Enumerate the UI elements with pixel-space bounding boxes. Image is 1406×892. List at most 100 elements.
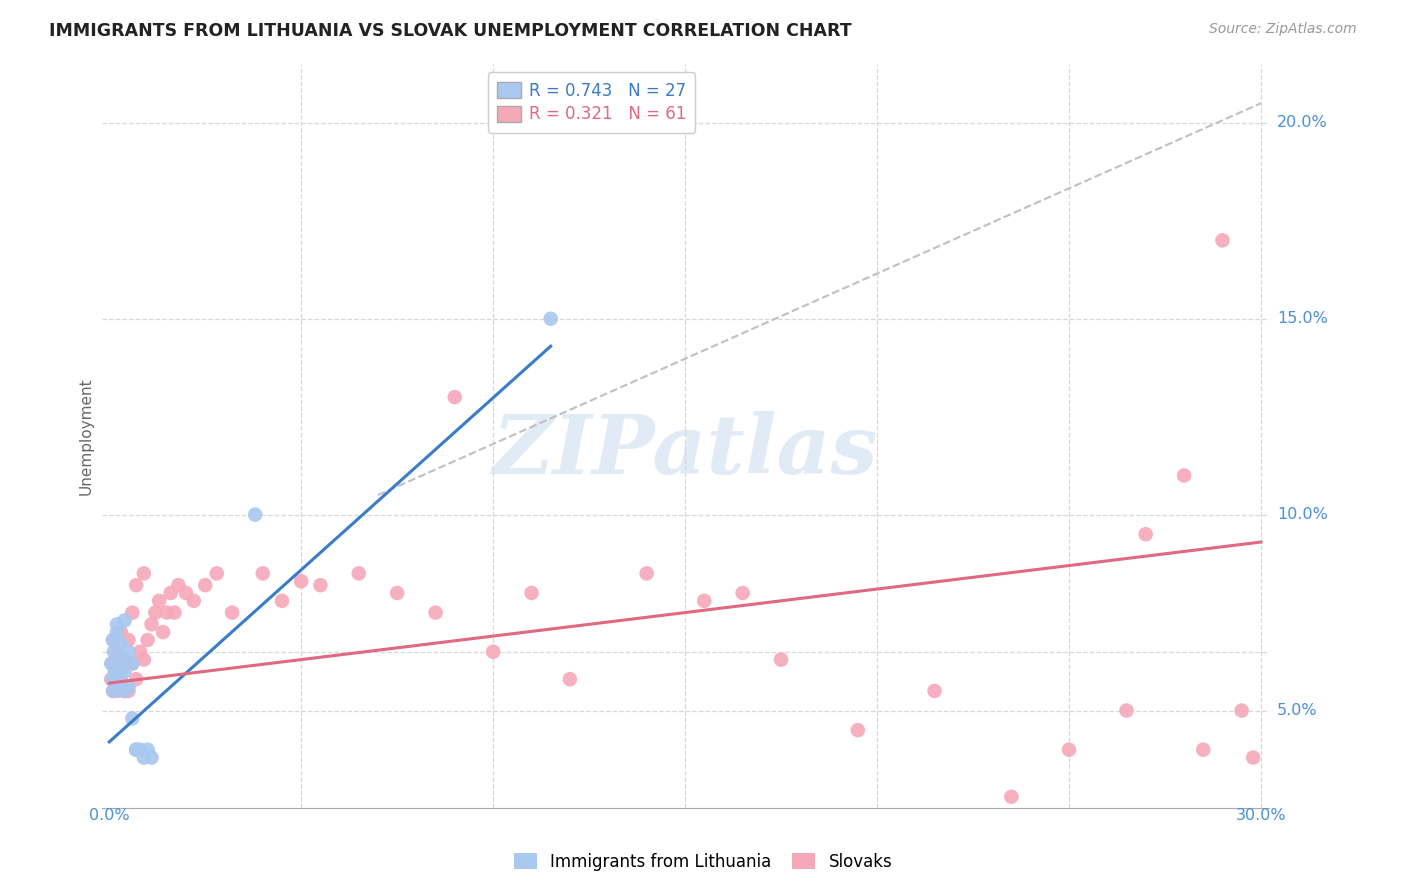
Point	[121, 606, 143, 620]
Legend: R = 0.743   N = 27, R = 0.321   N = 61: R = 0.743 N = 27, R = 0.321 N = 61	[488, 72, 696, 133]
Point	[1115, 704, 1137, 718]
Point	[117, 645, 139, 659]
Point	[243, 508, 266, 522]
Point	[117, 680, 139, 694]
Point	[205, 566, 228, 581]
Point	[271, 594, 294, 608]
Point	[174, 586, 197, 600]
Point	[309, 578, 332, 592]
Point	[693, 594, 716, 608]
Point	[1173, 468, 1195, 483]
Point	[183, 594, 205, 608]
Text: 10.0%: 10.0%	[1277, 508, 1327, 522]
Point	[117, 632, 139, 647]
Y-axis label: Unemployment: Unemployment	[79, 377, 93, 495]
Text: ZIPatlas: ZIPatlas	[492, 411, 877, 491]
Point	[100, 657, 122, 671]
Point	[167, 578, 190, 592]
Point	[121, 657, 143, 671]
Point	[101, 657, 124, 671]
Text: Source: ZipAtlas.com: Source: ZipAtlas.com	[1209, 22, 1357, 37]
Point	[110, 665, 132, 679]
Point	[156, 606, 179, 620]
Point	[347, 566, 370, 581]
Point	[194, 578, 217, 592]
Point	[163, 606, 186, 620]
Point	[482, 645, 505, 659]
Point	[1057, 742, 1080, 756]
Point	[105, 676, 128, 690]
Point	[425, 606, 447, 620]
Point	[125, 742, 148, 756]
Point	[846, 723, 869, 738]
Point	[125, 742, 148, 756]
Point	[129, 742, 152, 756]
Point	[105, 617, 128, 632]
Point	[1241, 750, 1264, 764]
Point	[558, 672, 581, 686]
Point	[159, 586, 181, 600]
Point	[1211, 233, 1233, 247]
Legend: Immigrants from Lithuania, Slovaks: Immigrants from Lithuania, Slovaks	[506, 845, 900, 880]
Point	[101, 684, 124, 698]
Text: 5.0%: 5.0%	[1277, 703, 1317, 718]
Point	[114, 665, 136, 679]
Point	[132, 566, 155, 581]
Point	[290, 574, 312, 589]
Point	[443, 390, 465, 404]
Point	[132, 750, 155, 764]
Point	[769, 652, 792, 666]
Point	[221, 606, 243, 620]
Text: IMMIGRANTS FROM LITHUANIA VS SLOVAK UNEMPLOYMENT CORRELATION CHART: IMMIGRANTS FROM LITHUANIA VS SLOVAK UNEM…	[49, 22, 852, 40]
Point	[731, 586, 754, 600]
Text: 0.0%: 0.0%	[89, 808, 129, 823]
Point	[103, 645, 125, 659]
Point	[125, 578, 148, 592]
Point	[110, 672, 132, 686]
Point	[114, 652, 136, 666]
Point	[121, 657, 143, 671]
Point	[1135, 527, 1157, 541]
Point	[148, 594, 170, 608]
Point	[1192, 742, 1215, 756]
Point	[136, 742, 159, 756]
Point	[540, 311, 562, 326]
Text: 30.0%: 30.0%	[1236, 808, 1286, 823]
Point	[125, 672, 148, 686]
Point	[104, 665, 127, 679]
Point	[101, 632, 124, 647]
Point	[100, 672, 122, 686]
Point	[1230, 704, 1253, 718]
Point	[121, 711, 143, 725]
Point	[1000, 789, 1022, 804]
Point	[520, 586, 543, 600]
Point	[141, 617, 163, 632]
Point	[252, 566, 274, 581]
Point	[114, 684, 136, 698]
Point	[114, 684, 136, 698]
Point	[110, 637, 132, 651]
Point	[152, 625, 174, 640]
Point	[924, 684, 946, 698]
Point	[101, 632, 124, 647]
Point	[105, 625, 128, 640]
Point	[143, 606, 166, 620]
Text: 15.0%: 15.0%	[1277, 311, 1327, 326]
Point	[385, 586, 408, 600]
Point	[136, 632, 159, 647]
Point	[101, 684, 124, 698]
Point	[105, 645, 128, 659]
Point	[636, 566, 658, 581]
Point	[110, 652, 132, 666]
Point	[117, 684, 139, 698]
Point	[114, 614, 136, 628]
Point	[110, 665, 132, 679]
Point	[129, 645, 152, 659]
Point	[141, 750, 163, 764]
Point	[101, 672, 124, 686]
Point	[104, 665, 127, 679]
Point	[110, 625, 132, 640]
Point	[132, 652, 155, 666]
Text: 20.0%: 20.0%	[1277, 115, 1327, 130]
Point	[105, 684, 128, 698]
